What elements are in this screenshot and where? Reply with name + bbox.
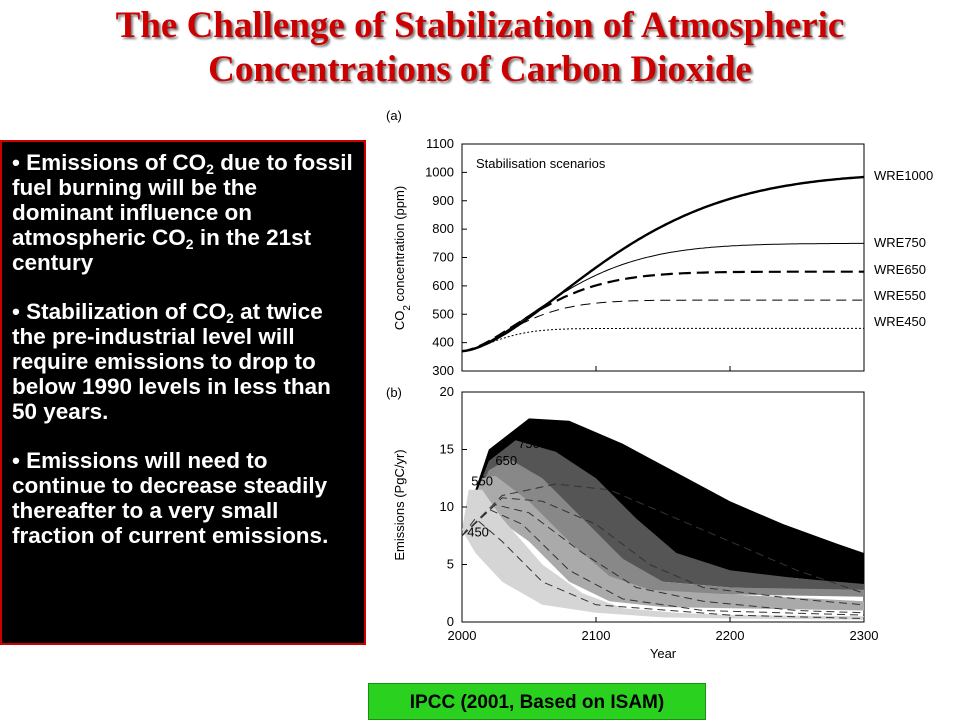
- panel-b-ytick-label-2: 10: [440, 499, 454, 514]
- panel-a-ytick-label-8: 1100: [426, 136, 454, 151]
- panel-a-ytick-label-1: 400: [432, 335, 454, 350]
- panel-b-ytick-label-1: 5: [447, 557, 454, 572]
- emission-band-750: [462, 440, 864, 593]
- series-line-wre450: [461, 327, 864, 352]
- panel-a-ytick-label-4: 700: [432, 250, 454, 265]
- panel-a-ytick-label-6: 900: [432, 193, 454, 208]
- source-caption: IPCC (2001, Based on ISAM): [368, 683, 706, 720]
- panel-b-xtick-label-0: 2000: [448, 628, 477, 643]
- bullet-1-text-b: in the 21st century: [12, 225, 312, 275]
- panel-b-label: (b): [386, 385, 402, 400]
- emission-dashed-650-mid: [461, 504, 865, 614]
- bullet-2-pre: • Stabilization of CO: [12, 299, 227, 324]
- band-label-450: 450: [467, 524, 489, 539]
- panel-a-ytick-label-3: 600: [432, 278, 454, 293]
- series-line-wre550: [461, 299, 864, 352]
- panel-a-title: Stabilisation scenarios: [476, 156, 606, 171]
- bullet-3: • Emissions will need to continue to dec…: [12, 448, 356, 548]
- bullet-2: • Stabilization of CO2 at twice the pre-…: [12, 299, 356, 424]
- panel-b-xtick-label-3: 2300: [850, 628, 879, 643]
- panel-b-xtick-label-1: 2100: [582, 628, 611, 643]
- bullet-textbox: • Emissions of CO2 due to fossil fuel bu…: [0, 140, 366, 645]
- panel-a-ylabel: CO2 concentration (ppm): [392, 186, 413, 330]
- bullet-2-sub: 2: [226, 310, 234, 326]
- bullet-3-text: • Emissions will need to continue to dec…: [12, 448, 329, 548]
- series-label-wre550: WRE550: [874, 288, 926, 303]
- series-line-wre1000: [461, 175, 865, 353]
- emission-dashed-1000-mid: [461, 483, 865, 594]
- panel-b-xtick-label-2: 2200: [716, 628, 745, 643]
- bullet-2-text-a: at twice the pre-industrial level will r…: [12, 299, 331, 424]
- panel-a-ytick-label-0: 300: [432, 363, 454, 378]
- panel-a-ytick-label-5: 800: [432, 221, 454, 236]
- emission-dashed-750-mid: [461, 497, 865, 606]
- panel-a-label: (a): [386, 108, 402, 123]
- series-label-wre750: WRE750: [874, 235, 926, 250]
- series-line-wre650: [461, 270, 864, 353]
- band-label-650: 650: [495, 453, 517, 468]
- bullet-1-pre: • Emissions of CO: [12, 150, 207, 175]
- panel-b-ytick-label-3: 15: [440, 442, 454, 457]
- panel-a-frame: [461, 143, 865, 372]
- series-label-wre1000: WRE1000: [874, 168, 933, 183]
- bullet-1-text-a: due to fossil fuel burning will be the d…: [12, 150, 353, 250]
- bullet-1-sub2: 2: [185, 236, 194, 252]
- band-label-1000: 1000: [561, 427, 590, 442]
- page-title: The Challenge of Stabilization of Atmosp…: [0, 4, 960, 92]
- emission-band-450: [462, 489, 864, 620]
- emission-band-650: [462, 458, 864, 597]
- panel-b-ytick-label-0: 0: [447, 614, 454, 629]
- panel-a-ytick-label-7: 1000: [425, 164, 454, 179]
- title-line-2: Concentrations of Carbon Dioxide: [208, 49, 752, 90]
- panel-b-ylabel: Emissions (PgC/yr): [392, 449, 407, 560]
- panel-b-ytick-label-4: 20: [440, 384, 454, 399]
- series-label-wre450: WRE450: [874, 314, 926, 329]
- panel-a-ytick-label-2: 500: [432, 306, 454, 321]
- title-line-1: The Challenge of Stabilization of Atmosp…: [115, 5, 845, 46]
- bullet-1: • Emissions of CO2 due to fossil fuel bu…: [12, 150, 356, 275]
- band-label-550: 550: [471, 474, 493, 489]
- emission-dashed-450-mid: [461, 517, 865, 619]
- series-label-wre650: WRE650: [874, 262, 926, 277]
- bullet-1-sub: 2: [206, 161, 214, 177]
- emission-band-550: [462, 475, 864, 611]
- band-label-750: 750: [518, 436, 540, 451]
- panel-b-xlabel: Year: [650, 646, 677, 661]
